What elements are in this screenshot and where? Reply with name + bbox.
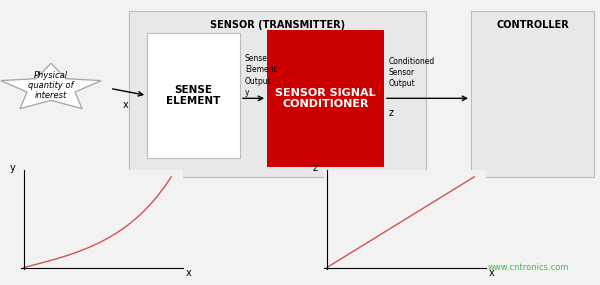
Text: SENSOR SIGNAL
CONDITIONER: SENSOR SIGNAL CONDITIONER xyxy=(275,87,376,109)
Polygon shape xyxy=(1,63,101,109)
Text: z: z xyxy=(389,107,394,118)
FancyBboxPatch shape xyxy=(129,11,426,177)
Text: CONTROLLER: CONTROLLER xyxy=(496,20,569,30)
FancyBboxPatch shape xyxy=(471,11,594,177)
Text: x: x xyxy=(122,100,128,111)
Text: www.cntronics.com: www.cntronics.com xyxy=(487,263,569,272)
FancyBboxPatch shape xyxy=(147,33,240,158)
Text: SENSE
ELEMENT: SENSE ELEMENT xyxy=(166,85,221,106)
Text: Conditioned
Sensor
Output: Conditioned Sensor Output xyxy=(389,57,435,88)
Text: Physical
quantity of
interest: Physical quantity of interest xyxy=(28,71,74,100)
Text: x: x xyxy=(186,268,192,278)
Text: x: x xyxy=(489,268,495,278)
Text: z: z xyxy=(313,163,317,173)
FancyBboxPatch shape xyxy=(267,30,384,167)
Text: SENSOR (TRANSMITTER): SENSOR (TRANSMITTER) xyxy=(210,20,345,30)
Text: Sense
Element
Output
y: Sense Element Output y xyxy=(245,54,277,97)
Text: y: y xyxy=(9,163,15,173)
